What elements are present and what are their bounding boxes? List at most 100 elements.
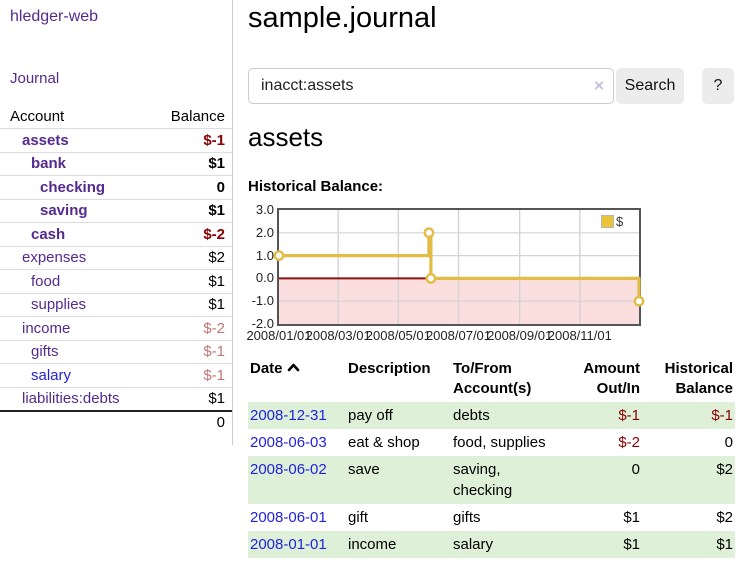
transaction-description: pay off <box>348 407 393 424</box>
account-balance: $-1 <box>203 131 225 149</box>
register-row: 2008-12-31 pay off debts $-1 $-1 <box>248 402 735 429</box>
accounts-tree: Account Balance assets $-1 bank $1 check… <box>0 105 232 434</box>
account-row: expenses $2 <box>0 245 232 270</box>
register-row: 2008-06-02 save saving, checking 0 $2 <box>248 456 735 504</box>
transaction-date-link[interactable]: 2008-01-01 <box>250 536 327 553</box>
account-link-bank[interactable]: bank <box>31 155 67 173</box>
account-row: supplies $1 <box>0 292 232 317</box>
y-axis-tick-label: -1.0 <box>251 293 274 309</box>
chart-plot-area <box>273 208 645 326</box>
chart-legend: $ <box>601 214 623 229</box>
chart-heading: Historical Balance: <box>248 178 384 195</box>
account-link-supplies[interactable]: supplies <box>31 296 87 314</box>
x-axis-tick-label: 2008/09/01 <box>487 328 553 343</box>
transaction-date-link[interactable]: 2008-12-31 <box>250 407 327 424</box>
x-axis-tick-label: 2008/03/01 <box>305 328 371 343</box>
clear-search-icon[interactable]: × <box>594 76 604 95</box>
column-header-amount: Amount Out/In <box>583 360 640 397</box>
search-button[interactable]: Search <box>616 68 684 104</box>
account-row: food $1 <box>0 269 232 293</box>
accounts-total: 0 <box>216 414 225 432</box>
account-row: income $-2 <box>0 316 232 340</box>
account-row: cash $-2 <box>0 222 232 246</box>
search-box: × <box>248 68 614 104</box>
transaction-amount: $1 <box>623 536 640 553</box>
account-link-checking[interactable]: checking <box>40 178 106 196</box>
column-header-description: Description <box>348 360 431 377</box>
account-balance: 0 <box>216 178 225 196</box>
register-row: 2008-06-03 eat & shop food, supplies $-2… <box>248 429 735 456</box>
historical-balance-chart: $ 3.0 2.0 1.0 0.0 -1.0 -2.0 2008/01/01 2008/03… <box>246 198 742 350</box>
account-link-salary[interactable]: salary <box>31 366 72 384</box>
accounts-total-row: 0 <box>0 410 232 434</box>
account-link-gifts[interactable]: gifts <box>31 343 59 361</box>
transaction-date-link[interactable]: 2008-06-02 <box>250 461 327 478</box>
sort-ascending-icon <box>287 359 300 379</box>
transaction-balance: 0 <box>724 434 733 451</box>
y-axis-tick-label: 2.0 <box>255 224 274 240</box>
brand-link[interactable]: hledger-web <box>10 8 99 25</box>
y-axis-tick-label: 1.0 <box>255 247 274 263</box>
transaction-date-link[interactable]: 2008-06-01 <box>250 509 327 526</box>
transaction-accounts: saving, checking <box>453 461 513 499</box>
account-balance: $-1 <box>203 366 225 384</box>
y-axis-tick-label: 3.0 <box>255 202 274 217</box>
sidebar: hledger-web Journal Account Balance asse… <box>0 0 233 445</box>
column-header-accounts: To/From Account(s) <box>453 360 532 397</box>
legend-label: $ <box>616 214 624 229</box>
register-header-row: Date Description To/From Account(s) Amou… <box>248 356 735 402</box>
sidebar-item-journal[interactable]: Journal <box>10 70 60 87</box>
main-content: sample.journal × Search ? assets Histori… <box>246 0 742 582</box>
account-balance: $1 <box>208 155 225 173</box>
account-balance: $1 <box>208 390 225 408</box>
account-link-cash[interactable]: cash <box>31 225 66 243</box>
accounts-header-row: Account Balance <box>0 105 232 128</box>
transaction-balance: $2 <box>716 461 733 478</box>
account-balance: $-2 <box>203 225 225 243</box>
account-link-assets[interactable]: assets <box>22 131 69 149</box>
account-balance: $1 <box>208 296 225 314</box>
y-axis-tick-label: 0.0 <box>255 270 274 286</box>
transaction-balance: $1 <box>716 536 733 553</box>
page-title: sample.journal <box>248 2 437 34</box>
account-link-expenses[interactable]: expenses <box>22 249 87 267</box>
transaction-balance: $-1 <box>711 407 733 424</box>
register-table: Date Description To/From Account(s) Amou… <box>248 356 735 558</box>
accounts-header-balance: Balance <box>170 108 225 125</box>
account-link-saving[interactable]: saving <box>40 202 88 220</box>
x-axis-tick-label: 2008/01/01 <box>246 328 312 343</box>
account-link-liabilities-debts[interactable]: liabilities:debts <box>22 390 120 408</box>
account-row: gifts $-1 <box>0 339 232 364</box>
y-axis-tick-label: -2.0 <box>251 316 274 331</box>
account-balance: $1 <box>208 272 225 290</box>
account-link-income[interactable]: income <box>22 319 71 337</box>
register-row: 2008-01-01 income salary $1 $1 <box>248 531 735 558</box>
transaction-date-link[interactable]: 2008-06-03 <box>250 434 327 451</box>
transaction-amount: $-2 <box>618 434 640 451</box>
transaction-description: save <box>348 461 380 478</box>
account-balance: $-1 <box>203 343 225 361</box>
accounts-header-account: Account <box>10 108 65 125</box>
help-button[interactable]: ? <box>702 68 734 104</box>
account-link-food[interactable]: food <box>31 272 61 290</box>
transaction-description: income <box>348 536 397 553</box>
transaction-balance: $2 <box>716 509 733 526</box>
transaction-amount: $-1 <box>618 407 640 424</box>
transaction-accounts: salary <box>453 536 494 553</box>
search-input[interactable] <box>248 68 614 104</box>
account-balance: $2 <box>208 249 225 267</box>
account-row: saving $1 <box>0 198 232 223</box>
x-axis-tick-label: 2008/07/01 <box>425 328 492 343</box>
account-row: assets $-1 <box>0 128 232 152</box>
transaction-accounts: food, supplies <box>453 434 546 451</box>
column-header-date: Date <box>248 356 346 402</box>
account-row: bank $1 <box>0 151 232 176</box>
transaction-accounts: debts <box>453 407 490 424</box>
account-balance: $1 <box>208 202 225 220</box>
account-row: salary $-1 <box>0 363 232 387</box>
search-bar: × Search ? <box>248 68 742 104</box>
legend-swatch-icon <box>601 215 614 228</box>
balance-chart-svg <box>273 210 645 324</box>
register-row: 2008-06-01 gift gifts $1 $2 <box>248 504 735 531</box>
